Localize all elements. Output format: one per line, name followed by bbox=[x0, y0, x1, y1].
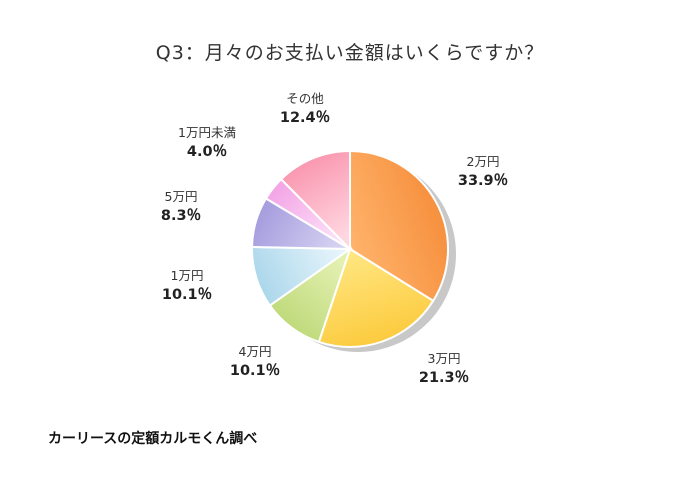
slice-label-7: その他 bbox=[286, 91, 324, 106]
slice-label-1: 2万円 bbox=[467, 154, 500, 169]
pie-slice-2 bbox=[317, 247, 435, 348]
slice-label-5: 5万円 bbox=[165, 189, 198, 204]
slice-value-7: 12.4％ bbox=[280, 109, 330, 126]
slice-value-2: 21.3％ bbox=[419, 369, 469, 386]
slice-value-6: 4.0％ bbox=[187, 143, 227, 160]
slice-label-3: 4万円 bbox=[239, 344, 272, 359]
slice-label-4: 1万円 bbox=[171, 268, 204, 283]
source-credit: カーリースの定額カルモくん調べ bbox=[48, 431, 258, 447]
slice-value-4: 10.1％ bbox=[162, 286, 212, 303]
slice-label-2: 3万円 bbox=[428, 351, 461, 366]
slice-value-5: 8.3％ bbox=[161, 207, 201, 224]
chart-title: Q3：月々のお支払い金額はいくらですか？ bbox=[155, 42, 545, 64]
slice-value-1: 33.9％ bbox=[458, 172, 508, 189]
pie-slice-7 bbox=[279, 149, 351, 252]
slice-value-3: 10.1％ bbox=[230, 362, 280, 379]
slice-label-6: 1万円未満 bbox=[178, 125, 236, 140]
